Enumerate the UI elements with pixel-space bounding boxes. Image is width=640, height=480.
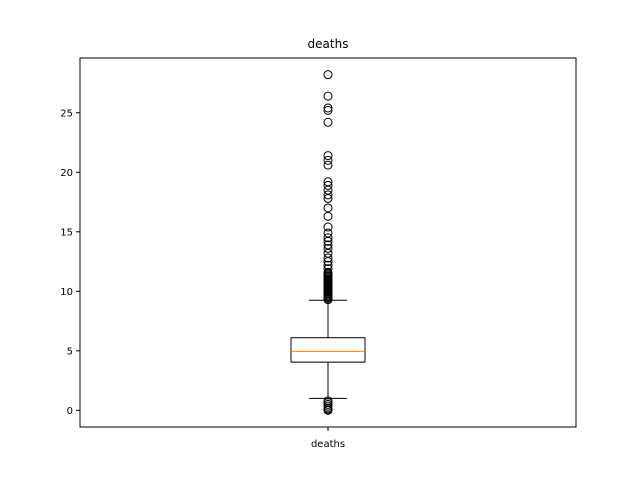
outlier-point <box>324 156 332 164</box>
y-axis: 0 5 10 15 20 25 <box>60 108 80 417</box>
chart-title: deaths <box>308 37 349 51</box>
y-tick-label: 20 <box>60 168 73 179</box>
y-tick-label: 0 <box>67 406 73 417</box>
y-tick-label: 10 <box>60 287 73 298</box>
y-tick-label: 15 <box>60 227 73 238</box>
outlier-point <box>324 92 332 100</box>
outlier-point <box>324 71 332 79</box>
x-axis: deaths <box>311 427 345 450</box>
outlier-point <box>324 161 332 169</box>
iqr-box <box>291 338 365 362</box>
x-tick-label-deaths: deaths <box>311 439 345 450</box>
outlier-point <box>324 212 332 220</box>
outlier-point <box>324 249 332 257</box>
outlier-point <box>324 223 332 231</box>
y-tick-label: 25 <box>60 108 73 119</box>
y-tick-label: 5 <box>67 346 73 357</box>
box-group <box>291 300 365 398</box>
outlier-point <box>324 204 332 212</box>
outlier-point <box>324 118 332 126</box>
outlier-point <box>324 186 332 194</box>
outlier-point <box>324 152 332 160</box>
